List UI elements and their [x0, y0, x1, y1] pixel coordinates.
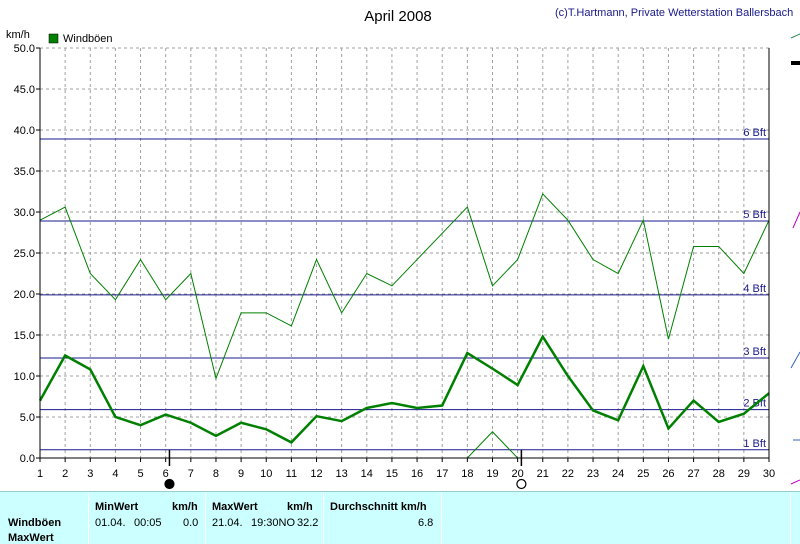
x-tick-label: 17 [436, 468, 448, 480]
x-tick-label: 15 [386, 468, 398, 480]
new-moon-icon [165, 480, 174, 489]
y-tick-label: 35.0 [14, 166, 35, 178]
legend-label: Windböen [63, 33, 113, 45]
min-date: 01.04. [95, 517, 126, 529]
x-tick-label: 18 [461, 468, 473, 480]
y-tick-label: 0.0 [20, 453, 35, 465]
y-tick-label: 20.0 [14, 289, 35, 301]
chart: April 2008 (c)T.Hartmann, Private Wetter… [0, 0, 800, 491]
x-tick-label: 21 [537, 468, 549, 480]
x-tick-label: 5 [137, 468, 143, 480]
min-time: 00:05 [134, 517, 162, 529]
y-axis-unit: km/h [6, 29, 30, 41]
beaufort-label: 3 Bft [743, 346, 766, 358]
x-tick-label: 26 [662, 468, 674, 480]
x-tick-label: 14 [361, 468, 373, 480]
y-tick-label: 10.0 [14, 371, 35, 383]
legend-swatch [49, 34, 58, 43]
statistics-panel: Windböen MaxWert MinWert km/h 01.04. 00:… [0, 491, 800, 544]
x-tick-label: 27 [687, 468, 699, 480]
x-tick-label: 30 [763, 468, 775, 480]
min-header: MinWert [95, 501, 138, 513]
y-tick-label: 50.0 [14, 43, 35, 55]
x-tick-label: 19 [486, 468, 498, 480]
x-tick-label: 23 [587, 468, 599, 480]
x-tick-label: 12 [310, 468, 322, 480]
x-tick-label: 29 [738, 468, 750, 480]
y-tick-label: 15.0 [14, 330, 35, 342]
max-value: 32.2 [297, 517, 318, 529]
beaufort-label: 4 Bft [743, 283, 766, 295]
x-tick-label: 22 [562, 468, 574, 480]
y-tick-label: 30.0 [14, 207, 35, 219]
x-tick-label: 2 [62, 468, 68, 480]
x-tick-label: 7 [188, 468, 194, 480]
x-tick-label: 13 [336, 468, 348, 480]
avg-value: 6.8 [418, 517, 433, 529]
max-unit: km/h [287, 501, 313, 513]
x-tick-label: 6 [163, 468, 169, 480]
x-tick-label: 8 [213, 468, 219, 480]
chart-title: April 2008 [364, 8, 432, 25]
avg-header: Durchschnitt km/h [330, 501, 427, 513]
x-tick-label: 4 [112, 468, 118, 480]
x-tick-label: 3 [87, 468, 93, 480]
x-tick-label: 1 [37, 468, 43, 480]
min-value: 0.0 [183, 517, 198, 529]
series-line-avg [40, 337, 769, 443]
y-tick-label: 25.0 [14, 248, 35, 260]
beaufort-label: 6 Bft [743, 127, 766, 139]
max-date: 21.04. [212, 517, 243, 529]
x-tick-label: 24 [612, 468, 624, 480]
grid [40, 48, 769, 458]
row-label-windboeen: Windböen [8, 517, 61, 529]
credit-text: (c)T.Hartmann, Private Wetterstation Bal… [555, 7, 793, 19]
y-tick-label: 40.0 [14, 125, 35, 137]
full-moon-icon [517, 480, 526, 489]
x-tick-label: 25 [637, 468, 649, 480]
beaufort-label: 1 Bft [743, 438, 766, 450]
x-tick-label: 28 [713, 468, 725, 480]
adjacent-panel-fragment [791, 34, 800, 484]
series-line-max [40, 194, 769, 378]
max-time: 19:30NO [251, 517, 295, 529]
series-line-min [40, 432, 769, 458]
x-tick-label: 16 [411, 468, 423, 480]
row-label-maxwert: MaxWert [8, 532, 54, 544]
min-unit: km/h [172, 501, 198, 513]
x-tick-label: 20 [511, 468, 523, 480]
y-tick-label: 5.0 [20, 412, 35, 424]
x-tick-label: 10 [260, 468, 272, 480]
series [40, 194, 769, 458]
x-tick-label: 9 [238, 468, 244, 480]
x-tick-label: 11 [286, 468, 297, 480]
max-header: MaxWert [212, 501, 258, 513]
beaufort-label: 5 Bft [743, 209, 766, 221]
y-tick-label: 45.0 [14, 84, 35, 96]
